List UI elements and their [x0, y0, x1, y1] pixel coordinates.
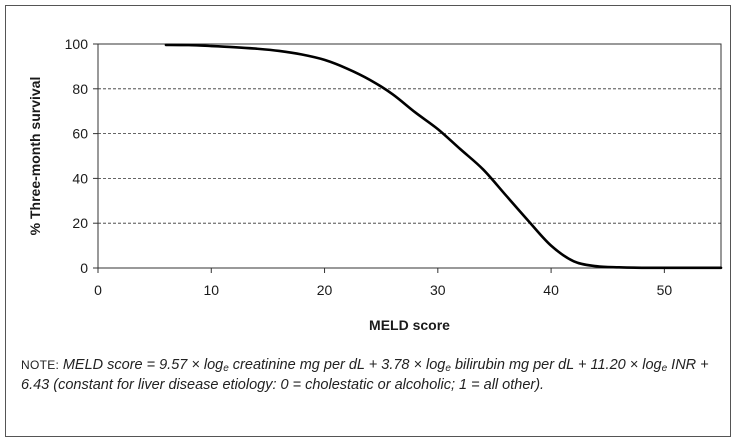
y-tick-label: 100 — [65, 36, 89, 52]
y-tick-label: 40 — [72, 170, 88, 186]
figure-frame — [5, 5, 731, 437]
x-tick-label: 50 — [657, 282, 673, 298]
log-base-subscript: e — [445, 363, 451, 374]
x-axis: 0 10 20 30 40 50 — [94, 268, 672, 298]
figure-note: NOTE: MELD score = 9.57 × loge creatinin… — [21, 355, 721, 395]
survival-chart: 0 20 40 60 80 100 0 10 20 30 40 50 MELD score % Th… — [27, 36, 723, 333]
x-tick-label: 10 — [203, 282, 219, 298]
x-tick-label: 40 — [543, 282, 559, 298]
y-tick-label: 20 — [72, 215, 88, 231]
series-group — [164, 43, 723, 270]
survival-curve — [164, 43, 723, 270]
x-tick-label: 0 — [94, 282, 102, 298]
note-lead: NOTE: — [21, 358, 63, 372]
note-formula: MELD score = 9.57 × loge creatinine mg p… — [21, 357, 709, 393]
x-axis-title: MELD score — [369, 317, 450, 333]
y-axis-title: % Three-month survival — [27, 77, 43, 236]
y-tick-label: 60 — [72, 126, 88, 142]
log-base-subscript: e — [223, 363, 229, 374]
grid-lines — [98, 88, 721, 224]
y-axis: 0 20 40 60 80 100 — [65, 36, 98, 276]
log-base-subscript: e — [661, 363, 668, 374]
y-tick-label: 80 — [72, 81, 88, 97]
x-tick-label: 30 — [430, 282, 446, 298]
y-tick-label: 0 — [80, 260, 88, 276]
x-tick-label: 20 — [317, 282, 333, 298]
plot-area — [97, 43, 722, 269]
plot-border — [97, 43, 722, 269]
